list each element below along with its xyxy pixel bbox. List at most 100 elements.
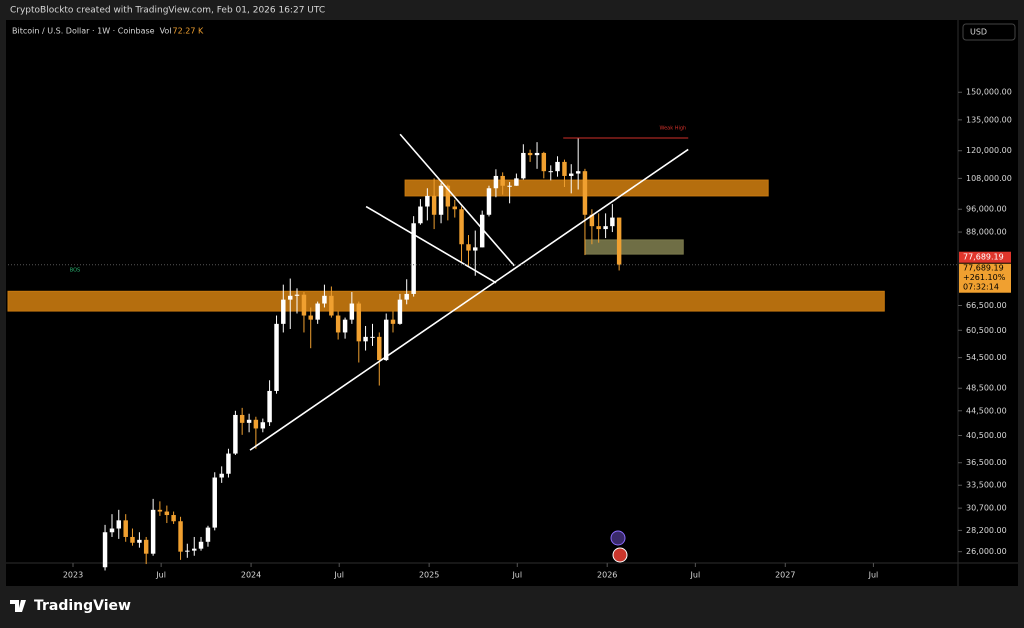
- x-tick-label: Jul: [690, 571, 701, 580]
- candle-body: [205, 527, 211, 542]
- currency: USD: [970, 28, 987, 37]
- candle-body: [390, 319, 396, 324]
- price-info-countdown: 07:32:14: [963, 283, 999, 292]
- x-tick-label: Jul: [333, 571, 344, 580]
- candle-body: [377, 336, 382, 361]
- y-tick-label: 120,000.00: [966, 146, 1012, 155]
- candle-body: [363, 336, 368, 342]
- candle-body: [315, 303, 320, 320]
- price-info-close: 77,689.19: [963, 264, 1004, 273]
- candle-body: [253, 419, 259, 429]
- candle-body: [473, 247, 478, 251]
- candle-body: [239, 414, 245, 423]
- x-tick-label: 2023: [63, 571, 83, 580]
- trendline: [249, 148, 689, 451]
- y-tick-label: 26,000.00: [966, 547, 1007, 556]
- candle-body: [198, 541, 204, 549]
- candle-body: [212, 477, 217, 528]
- y-tick-label: 40,500.00: [966, 431, 1007, 440]
- header: CryptoBlockto created with TradingView.c…: [10, 6, 325, 16]
- candle-body: [452, 206, 458, 210]
- candle-body: [445, 185, 451, 207]
- candle-body: [569, 173, 574, 176]
- y-tick-label: 28,200.00: [966, 526, 1007, 535]
- candle-body: [233, 414, 238, 454]
- candle-body: [418, 206, 423, 224]
- candle-body: [562, 161, 567, 176]
- candle-body: [466, 244, 471, 251]
- candle-body: [459, 209, 464, 245]
- candle-body: [178, 521, 183, 552]
- trendline: [399, 133, 515, 267]
- candle-body: [616, 217, 622, 265]
- volume-value: 72.27 K: [173, 27, 204, 36]
- candle-body: [582, 171, 588, 215]
- trendline-label: Weak High: [659, 125, 686, 131]
- x-tick-label: 2024: [241, 571, 261, 580]
- candle-body: [425, 195, 430, 207]
- volume-label: Vol: [160, 27, 172, 36]
- candle-body: [603, 226, 608, 230]
- candle-body: [507, 185, 512, 187]
- candle-body: [404, 293, 409, 300]
- candle-body: [123, 520, 128, 537]
- event-icon[interactable]: [612, 547, 628, 563]
- candle-body: [383, 319, 389, 361]
- y-tick-label: 48,500.00: [966, 384, 1007, 393]
- x-tick-label: 2025: [419, 571, 439, 580]
- candle-body: [130, 536, 135, 543]
- last-price-tag: [959, 251, 1011, 263]
- brand-logo: [10, 600, 26, 612]
- y-tick-label: 88,000.00: [966, 228, 1007, 237]
- y-tick-label: 60,500.00: [966, 326, 1007, 335]
- brand: TradingView: [34, 598, 131, 614]
- candle-body: [397, 299, 403, 324]
- candle-body: [335, 315, 341, 333]
- event-icon[interactable]: [610, 530, 626, 546]
- candle-body: [610, 217, 615, 227]
- candle-body: [479, 214, 485, 248]
- candle-body: [548, 171, 553, 173]
- y-tick-label: 30,700.00: [966, 504, 1007, 513]
- price-info-change: +261.10%: [963, 273, 1006, 282]
- candle-body: [171, 515, 176, 522]
- candle-body: [185, 550, 190, 552]
- x-tick-label: Jul: [511, 571, 522, 580]
- y-tick-label: 150,000.00: [966, 88, 1012, 97]
- candle-body: [143, 539, 149, 554]
- candle-body: [150, 509, 156, 554]
- y-tick-label: 66,500.00: [966, 301, 1007, 310]
- candle-body: [356, 303, 362, 342]
- candle-body: [438, 185, 444, 215]
- candle-body: [575, 171, 581, 174]
- candle-body: [219, 473, 224, 478]
- candle-body: [260, 422, 266, 429]
- candle-body: [164, 511, 170, 516]
- candle-body: [246, 419, 252, 423]
- y-tick-label: 54,500.00: [966, 353, 1007, 362]
- candle-body: [541, 152, 547, 172]
- currency-button[interactable]: [962, 23, 1016, 41]
- candle-body: [500, 175, 505, 186]
- candle-body: [411, 223, 416, 294]
- candle-body: [521, 152, 526, 179]
- candle-body: [596, 226, 601, 230]
- candle-body: [589, 214, 595, 227]
- candle-body: [329, 295, 334, 316]
- candle-body: [274, 323, 279, 391]
- candle-body: [116, 520, 121, 529]
- trendline: [365, 205, 497, 284]
- x-tick-label: Jul: [155, 571, 166, 580]
- candle-body: [370, 336, 375, 338]
- price-info-tag: [959, 263, 1011, 293]
- y-tick-label: 33,500.00: [966, 481, 1007, 490]
- y-tick-label: 36,500.00: [966, 458, 1007, 467]
- candle-body: [493, 175, 499, 189]
- candle-body: [431, 195, 437, 215]
- candle-body: [192, 548, 197, 551]
- candle-body: [534, 152, 540, 156]
- candle-body: [486, 188, 492, 215]
- y-tick-label: 135,000.00: [966, 115, 1012, 124]
